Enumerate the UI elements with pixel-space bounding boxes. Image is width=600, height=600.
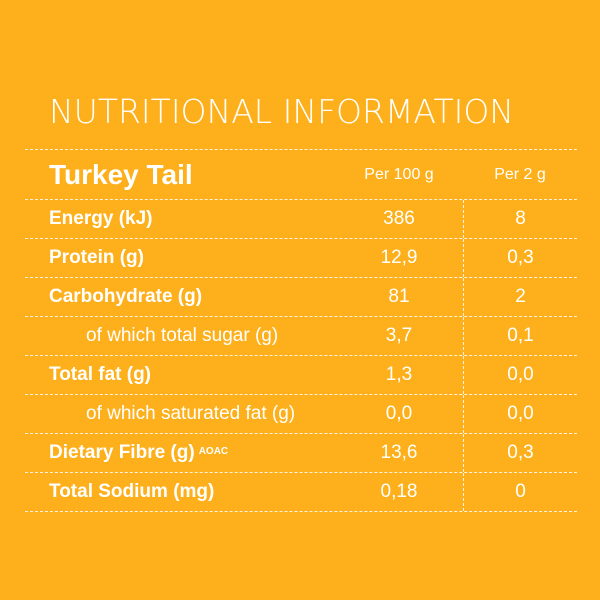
method-superscript: AOAC [198, 445, 229, 457]
value-per-serving: 0 [463, 473, 577, 511]
value-per-100g: 81 [388, 286, 410, 307]
column-header-per-100g: Per 100 g [364, 165, 434, 183]
table-row: of which total sugar (g) 3,7 0,1 [25, 316, 577, 355]
column-header-per-serving: Per 2 g [494, 165, 546, 183]
value-per-serving: 0,0 [463, 395, 577, 433]
value-per-serving: 0,0 [463, 356, 577, 394]
nutrient-sub-label: of which total sugar (g) [86, 325, 279, 346]
value-per-serving: 0,3 [463, 434, 577, 472]
nutrient-label: Total Sodium (mg) [49, 481, 215, 502]
value-per-serving: 0,1 [463, 317, 577, 355]
nutrient-label: Total fat (g) [49, 364, 152, 385]
page-title: NUTRITIONAL INFORMATION [49, 92, 514, 131]
value-per-100g: 12,9 [380, 247, 418, 268]
product-name: Turkey Tail [49, 158, 193, 190]
table-row: Energy (kJ) 386 8 [25, 199, 577, 238]
value-per-100g: 386 [383, 208, 415, 229]
table-row: Total Sodium (mg) 0,18 0 [25, 472, 577, 512]
table-row: Total fat (g) 1,3 0,0 [25, 355, 577, 394]
value-per-serving: 2 [463, 278, 577, 316]
table-row: Carbohydrate (g) 81 2 [25, 277, 577, 316]
table-row: of which saturated fat (g) 0,0 0,0 [25, 394, 577, 433]
table-row: Dietary Fibre (g) AOAC 13,6 0,3 [25, 433, 577, 472]
value-per-100g: 13,6 [380, 442, 418, 463]
nutrient-sub-label: of which saturated fat (g) [86, 403, 296, 424]
nutrient-label-cell: Dietary Fibre (g) AOAC [49, 434, 228, 472]
value-per-100g: 3,7 [385, 325, 413, 346]
nutrient-label: Carbohydrate (g) [49, 286, 203, 307]
table-row: Protein (g) 12,9 0,3 [25, 238, 577, 277]
value-per-serving: 8 [463, 200, 577, 238]
value-per-100g: 0,18 [380, 481, 418, 502]
nutrient-label: Protein (g) [49, 247, 144, 268]
value-per-serving: 0,3 [463, 239, 577, 277]
nutrient-label: Dietary Fibre (g) [49, 442, 195, 463]
nutrition-table: Turkey Tail Per 100 g Per 2 g Energy (kJ… [25, 149, 577, 512]
table-header-row: Turkey Tail Per 100 g Per 2 g [25, 149, 577, 199]
nutrient-label: Energy (kJ) [49, 208, 153, 229]
value-per-100g: 1,3 [385, 364, 413, 385]
value-per-100g: 0,0 [385, 403, 413, 424]
